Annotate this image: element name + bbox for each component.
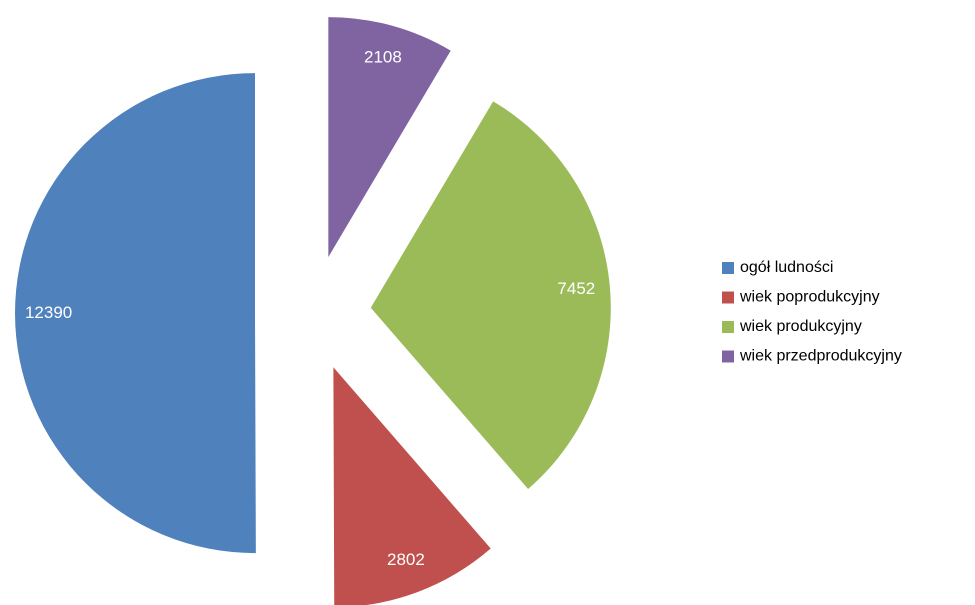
legend-label: wiek przedprodukcyjny xyxy=(739,348,902,365)
pie-slice xyxy=(15,73,256,554)
legend-swatch xyxy=(722,350,734,363)
legend-label: wiek poprodukcyjny xyxy=(739,289,880,306)
pie-slice xyxy=(328,17,451,258)
legend-swatch xyxy=(722,262,734,274)
legend-swatch xyxy=(722,321,734,333)
data-label: 7452 xyxy=(557,279,595,298)
data-label: 2802 xyxy=(387,550,425,569)
data-label: 12390 xyxy=(25,303,72,322)
data-label: 2108 xyxy=(364,47,402,66)
legend-label: ogół ludności xyxy=(740,259,833,276)
legend-swatch xyxy=(722,291,734,304)
legend-label: wiek produkcyjny xyxy=(739,318,862,335)
pie-slice xyxy=(370,101,611,490)
pie-slice xyxy=(333,367,491,605)
